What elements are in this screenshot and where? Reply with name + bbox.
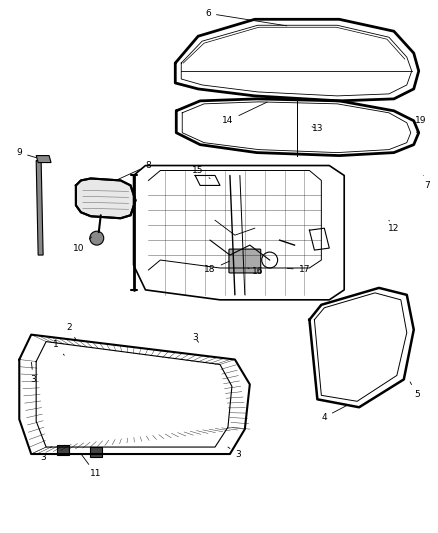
Text: 3: 3 [30, 362, 36, 384]
Text: 16: 16 [248, 268, 264, 277]
Text: 3: 3 [192, 333, 198, 342]
Text: 3: 3 [228, 447, 241, 458]
Text: 15: 15 [192, 166, 210, 179]
Text: 4: 4 [321, 406, 347, 422]
Bar [90, 447, 102, 457]
FancyBboxPatch shape [229, 249, 261, 273]
Text: 12: 12 [388, 220, 399, 233]
Text: 9: 9 [16, 148, 36, 158]
Text: 11: 11 [81, 453, 102, 479]
Text: 13: 13 [311, 124, 323, 133]
Polygon shape [76, 179, 135, 218]
Polygon shape [36, 160, 43, 255]
Text: 3: 3 [40, 447, 51, 462]
Text: 14: 14 [222, 102, 267, 125]
Text: 1: 1 [53, 340, 64, 356]
Polygon shape [36, 156, 51, 163]
Text: 10: 10 [73, 237, 92, 253]
Text: 2: 2 [66, 323, 76, 340]
Bar [57, 445, 69, 455]
Text: 6: 6 [205, 9, 287, 26]
Text: 19: 19 [415, 116, 427, 133]
Text: 5: 5 [410, 382, 420, 399]
Circle shape [90, 231, 104, 245]
Text: 8: 8 [118, 161, 151, 179]
Text: 7: 7 [424, 175, 430, 190]
Text: 18: 18 [204, 261, 230, 274]
Text: 17: 17 [287, 265, 310, 274]
